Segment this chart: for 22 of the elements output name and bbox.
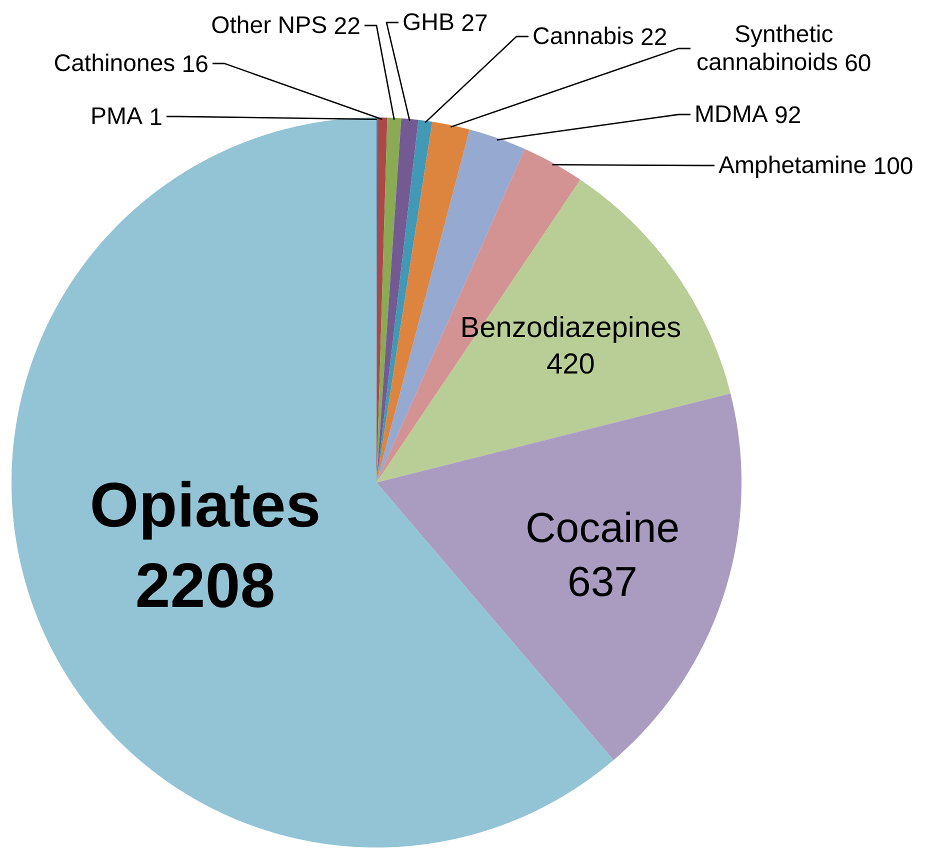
data-label: 420 (546, 348, 595, 381)
slice-label: Cathinones (54, 50, 176, 77)
data-label: 1 (149, 104, 163, 131)
data-label: 22 (334, 13, 361, 40)
slice-label: MDMA (694, 101, 768, 128)
data-label: 27 (461, 10, 488, 37)
data-label: 2208 (135, 550, 276, 621)
slice-label: Other NPS (211, 12, 328, 39)
data-label: 60 (844, 50, 872, 77)
slice-label: Amphetamine (718, 152, 867, 179)
slice-label: Cannabis (532, 23, 634, 50)
slice-label: PMA (90, 103, 142, 130)
data-label: 100 (873, 153, 914, 180)
slice-label: Benzodiazepines (460, 312, 682, 344)
data-label: 22 (640, 24, 668, 51)
data-label: 92 (774, 102, 802, 129)
slice-label: Synthetic cannabinoids (696, 21, 838, 76)
slice-label: GHB (402, 9, 455, 36)
slice-label: Cocaine (525, 504, 680, 552)
data-label: 637 (567, 558, 638, 606)
data-label: 16 (182, 51, 209, 78)
slice-label: Opiates (90, 470, 321, 540)
